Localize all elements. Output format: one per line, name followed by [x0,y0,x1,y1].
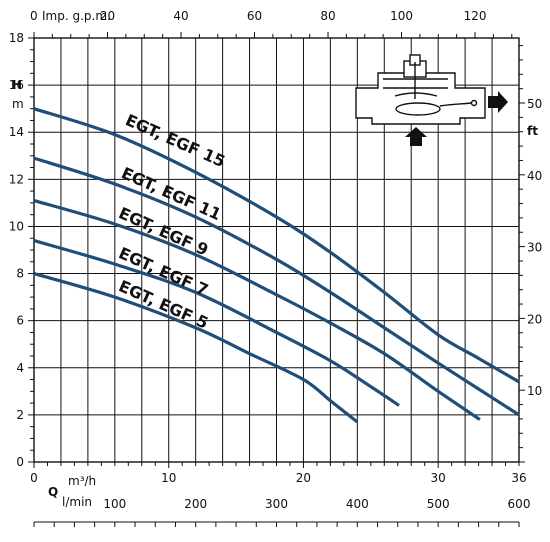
y-right-tick-label: 50 [527,97,542,111]
x-bottom-tick-label: 36 [511,471,526,485]
x-axis-top-tick-labels: 0 20 40 60 80 100 120 [30,9,486,23]
x-lmin-tick-label: 400 [346,497,369,511]
series-line [33,272,359,424]
x-axis-lmin-title: l/min [62,495,92,509]
y-axis-unit: m [12,97,24,111]
x-axis-top-title: Imp. g.p.m. [42,9,111,23]
y-left-tick-label: 0 [16,455,24,469]
x-axis-bottom-tick-labels: 0 10 20 30 36 [30,471,526,485]
pump-schematic-icon [355,54,508,146]
tick-marks [28,32,525,527]
y-right-tick-label: 10 [527,384,542,398]
x-top-tick-label: 80 [320,9,335,23]
y-right-tick-label: 40 [527,169,542,183]
x-lmin-tick-label: 300 [265,497,288,511]
x-lmin-tick-label: 100 [103,497,126,511]
y-axis-right-tick-labels: 10 20 30 40 50 [527,97,542,398]
y-axis-right-title: ft [527,124,538,138]
series-curves [33,107,520,424]
x-top-tick-label: 100 [390,9,413,23]
y-right-tick-label: 20 [527,312,542,326]
y-right-tick-label: 30 [527,241,542,255]
y-left-tick-label: 8 [16,267,24,281]
y-left-tick-label: 18 [9,31,24,45]
x-lmin-tick-label: 500 [427,497,450,511]
x-top-tick-label: 60 [247,9,262,23]
x-axis-lmin-tick-labels: 100 200 300 400 500 600 [103,497,530,511]
y-left-tick-label: 2 [16,408,24,422]
y-left-tick-label: 12 [9,172,24,186]
x-bottom-tick-label: 10 [161,471,176,485]
x-top-tick-label: 40 [173,9,188,23]
y-axis-title: H [12,78,22,92]
x-top-tick-label: 120 [464,9,487,23]
y-left-tick-label: 16 [9,78,24,92]
x-lmin-tick-label: 600 [508,497,531,511]
x-bottom-tick-label: 20 [296,471,311,485]
x-top-tick-label: 0 [30,9,38,23]
y-left-tick-label: 6 [16,314,24,328]
series-line [33,156,520,417]
series-line [33,239,400,407]
x-bottom-tick-label: 0 [30,471,38,485]
series-line [33,107,520,384]
y-left-tick-label: 10 [9,219,24,233]
x-axis-q-label: Q [48,485,58,499]
y-left-tick-label: 4 [16,361,24,375]
y-axis-left-tick-labels: 0 2 4 6 8 10 12 14 16 18 [9,31,24,469]
x-lmin-tick-label: 200 [184,497,207,511]
x-axis-bottom-title: m³/h [68,474,96,488]
y-left-tick-label: 14 [9,125,24,139]
x-top-tick-label: 20 [100,9,115,23]
series-line [33,198,481,421]
x-bottom-tick-label: 30 [431,471,446,485]
